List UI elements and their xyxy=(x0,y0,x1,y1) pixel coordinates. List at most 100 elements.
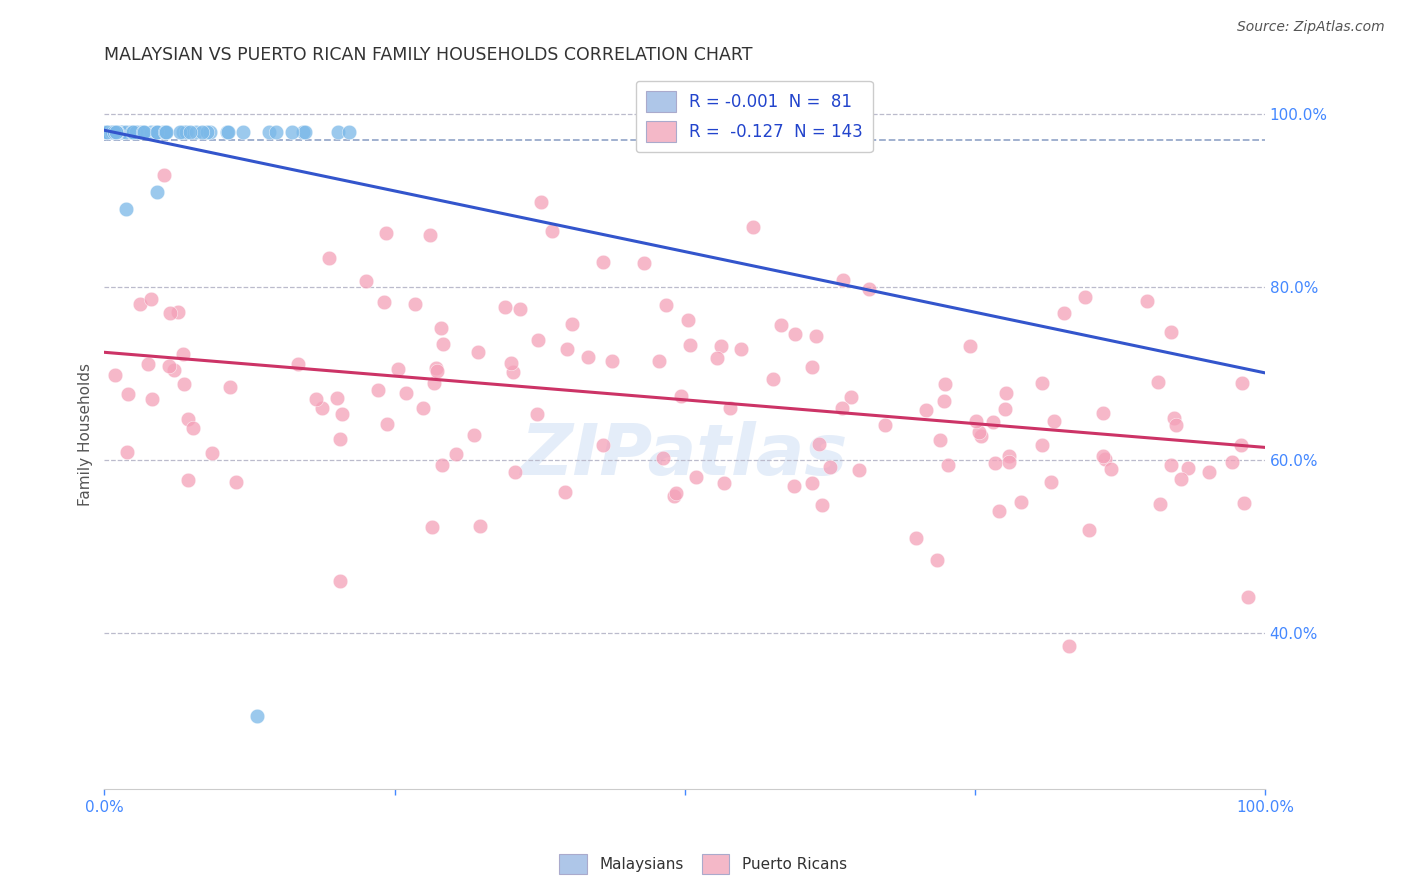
Point xyxy=(100,125,122,139)
Point xyxy=(710,339,733,353)
Point xyxy=(103,125,125,139)
Point xyxy=(806,329,828,343)
Point xyxy=(938,458,960,473)
Point xyxy=(959,339,981,353)
Point xyxy=(201,446,224,460)
Point xyxy=(155,125,177,139)
Point xyxy=(1163,411,1185,425)
Point xyxy=(1136,293,1159,308)
Point xyxy=(294,125,316,139)
Point xyxy=(783,479,806,493)
Point xyxy=(994,386,1017,401)
Point xyxy=(305,392,328,406)
Point xyxy=(166,305,188,319)
Point xyxy=(176,412,198,426)
Point xyxy=(169,125,191,139)
Point xyxy=(232,125,254,139)
Point xyxy=(105,125,128,139)
Point xyxy=(1031,438,1053,452)
Point xyxy=(1094,451,1116,466)
Point xyxy=(685,470,707,484)
Point xyxy=(762,371,785,385)
Point xyxy=(181,420,204,434)
Point xyxy=(190,125,212,139)
Point xyxy=(374,226,396,240)
Point xyxy=(367,384,389,398)
Point xyxy=(281,125,304,139)
Point xyxy=(100,125,122,139)
Point xyxy=(122,125,145,139)
Point xyxy=(1232,376,1254,390)
Point xyxy=(131,125,153,139)
Point xyxy=(1057,640,1080,654)
Point xyxy=(153,125,176,139)
Point xyxy=(1160,325,1182,339)
Point xyxy=(925,553,948,567)
Point xyxy=(1237,590,1260,604)
Point xyxy=(176,125,198,139)
Point xyxy=(1220,455,1243,469)
Point xyxy=(225,475,247,490)
Point xyxy=(129,125,152,139)
Point xyxy=(329,574,352,588)
Point xyxy=(770,318,793,333)
Point xyxy=(967,425,990,439)
Point xyxy=(669,389,692,403)
Point xyxy=(326,391,349,405)
Point xyxy=(873,417,896,432)
Point xyxy=(1166,418,1188,433)
Point xyxy=(264,125,287,139)
Point xyxy=(105,125,128,139)
Point xyxy=(217,125,239,139)
Point xyxy=(122,125,145,139)
Point xyxy=(177,473,200,487)
Point xyxy=(1147,375,1170,389)
Point xyxy=(905,531,928,545)
Point xyxy=(101,125,124,139)
Point xyxy=(101,125,124,139)
Point xyxy=(1170,472,1192,486)
Point xyxy=(988,504,1011,518)
Point xyxy=(115,202,138,217)
Point xyxy=(526,407,548,421)
Point xyxy=(430,321,453,335)
Point xyxy=(1177,460,1199,475)
Point xyxy=(1010,495,1032,509)
Point xyxy=(122,125,145,139)
Point xyxy=(94,125,117,139)
Point xyxy=(425,360,447,375)
Point xyxy=(801,475,824,490)
Point xyxy=(105,125,128,139)
Point xyxy=(328,125,350,139)
Point xyxy=(179,125,201,139)
Point xyxy=(783,327,806,342)
Point xyxy=(832,273,855,287)
Point xyxy=(132,125,155,139)
Point xyxy=(1077,523,1099,537)
Point xyxy=(100,125,122,139)
Point xyxy=(152,125,174,139)
Point xyxy=(741,219,763,234)
Point xyxy=(198,125,221,139)
Point xyxy=(96,125,118,139)
Point xyxy=(146,125,169,139)
Point xyxy=(330,407,353,421)
Point xyxy=(110,125,132,139)
Point xyxy=(998,455,1021,469)
Point xyxy=(841,391,863,405)
Point xyxy=(501,356,523,370)
Point xyxy=(136,357,159,371)
Point xyxy=(1232,496,1254,510)
Point xyxy=(858,282,880,296)
Point xyxy=(1053,305,1076,319)
Point xyxy=(94,125,117,139)
Point xyxy=(713,475,735,490)
Point xyxy=(105,125,128,139)
Point xyxy=(157,359,180,373)
Point xyxy=(432,458,454,472)
Point xyxy=(354,274,377,288)
Point xyxy=(96,125,118,139)
Point xyxy=(141,125,163,139)
Point xyxy=(983,456,1005,470)
Point xyxy=(329,432,352,446)
